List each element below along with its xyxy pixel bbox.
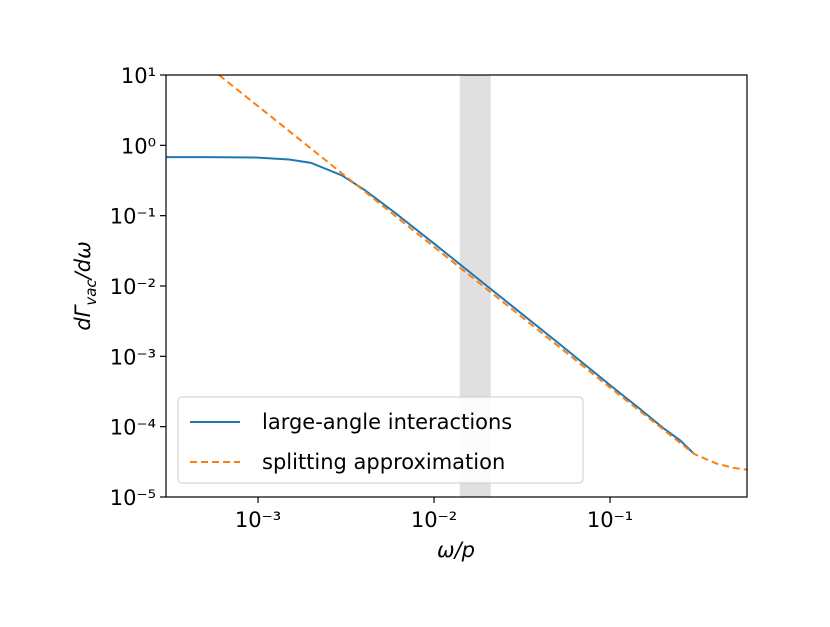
y-tick-label: 10⁻³ (110, 345, 156, 369)
y-label-sub: vac (82, 279, 100, 306)
x-tick-label: 10⁻¹ (587, 508, 633, 532)
y-axis-label: dΓvac/dω (71, 241, 100, 330)
y-tick-label: 10⁻² (110, 275, 156, 299)
line (166, 156, 695, 455)
y-tick-label: 10⁻⁴ (110, 416, 156, 440)
line (218, 74, 748, 471)
x-axis-label: ω/p (437, 538, 475, 562)
y-tick-label: 10⁻¹ (110, 205, 156, 229)
legend-label: large-angle interactions (262, 410, 512, 434)
legend-box (177, 396, 584, 484)
y-label-end: /dω (71, 241, 95, 281)
y-tick-label: 10⁰ (121, 134, 156, 158)
y-tick-label: 10⁻⁵ (110, 486, 156, 510)
y-label-main: dΓ (71, 303, 95, 330)
x-tick-label: 10⁻³ (235, 508, 281, 532)
legend-label: splitting approximation (262, 450, 505, 474)
x-tick-label: 10⁻² (411, 508, 457, 532)
y-tick-label: 10¹ (121, 64, 156, 88)
